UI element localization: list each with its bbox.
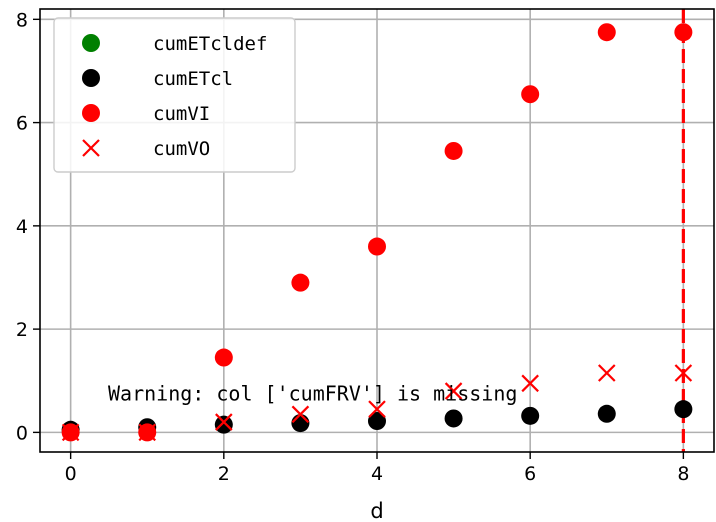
series-cumVO (61, 364, 693, 442)
plot-frame (39, 8, 715, 453)
y-tick-label: 0 (16, 422, 28, 444)
ticks: 0 2 4 6 8 0 2 4 6 8 (16, 9, 690, 485)
x-tick-label: 4 (371, 463, 383, 485)
point-cumVO (444, 382, 463, 400)
point-cumVI (368, 237, 386, 256)
legend-label: cumETcldef (153, 33, 267, 55)
point-cumVO (138, 423, 157, 442)
x-tick-label: 6 (524, 463, 536, 485)
point-cumVI (214, 348, 233, 367)
x-axis-label: d (370, 499, 383, 522)
x-tick-label: 0 (65, 463, 77, 485)
point-cumVO-stroke (215, 413, 233, 431)
point-cumETcl (521, 406, 540, 425)
point-cumETcl (291, 414, 310, 433)
legend-marker-cumVI (82, 104, 100, 122)
point-cumVO (215, 413, 233, 431)
legend: cumETcldef cumETcl cumVI cumVO (53, 17, 296, 173)
legend-marker-cumVO (82, 139, 100, 157)
point-cumVO (521, 374, 539, 393)
legend-marker-cumETcl (82, 69, 100, 87)
point-cumVO (61, 423, 80, 442)
legend-item-cumETcldef: cumETcldef (82, 33, 267, 55)
data-marks (61, 9, 693, 452)
legend-marker-cumETcldef (82, 34, 100, 52)
legend-item-cumVI: cumVI (82, 103, 210, 125)
point-cumVI (291, 273, 310, 292)
point-cumVO-stroke (674, 364, 693, 382)
point-cumVO (674, 364, 693, 382)
point-cumVO-stroke (521, 374, 539, 393)
point-cumVI (674, 23, 693, 42)
y-tick-label: 4 (16, 216, 28, 238)
point-cumVO-stroke (597, 364, 616, 382)
point-cumETcl (674, 400, 693, 419)
point-cumVI (444, 141, 463, 160)
legend-label: cumVI (153, 103, 210, 125)
point-cumETcl (444, 409, 463, 428)
point-cumVO-stroke (444, 382, 463, 400)
warning-annotation: Warning: col ['cumFRV'] is missing (108, 381, 517, 405)
point-cumVO-stroke (61, 423, 80, 442)
point-cumVO-stroke (368, 400, 386, 418)
legend-item-cumVO: cumVO (82, 138, 210, 160)
legend-label: cumVO (153, 138, 210, 160)
point-cumVO-stroke (138, 423, 157, 442)
point-cumVO (368, 400, 386, 418)
y-tick-label: 8 (16, 9, 28, 31)
y-tick-label: 2 (16, 319, 28, 341)
legend-box (53, 17, 296, 173)
legend-marker-cumVO-stroke (82, 139, 100, 157)
point-cumETcl (214, 415, 233, 434)
point-cumVI (597, 23, 616, 42)
x-tick-label: 2 (218, 463, 230, 485)
point-cumVO (291, 405, 310, 424)
x-tick-label: 8 (677, 463, 689, 485)
point-cumVO-stroke (291, 405, 310, 424)
point-cumETcl (597, 404, 616, 423)
legend-label: cumETcl (153, 68, 233, 90)
point-cumVO (597, 364, 616, 382)
point-cumVI (521, 85, 540, 104)
y-tick-label: 6 (16, 113, 28, 135)
point-cumETcl (368, 412, 386, 431)
legend-item-cumETcl: cumETcl (82, 68, 233, 90)
